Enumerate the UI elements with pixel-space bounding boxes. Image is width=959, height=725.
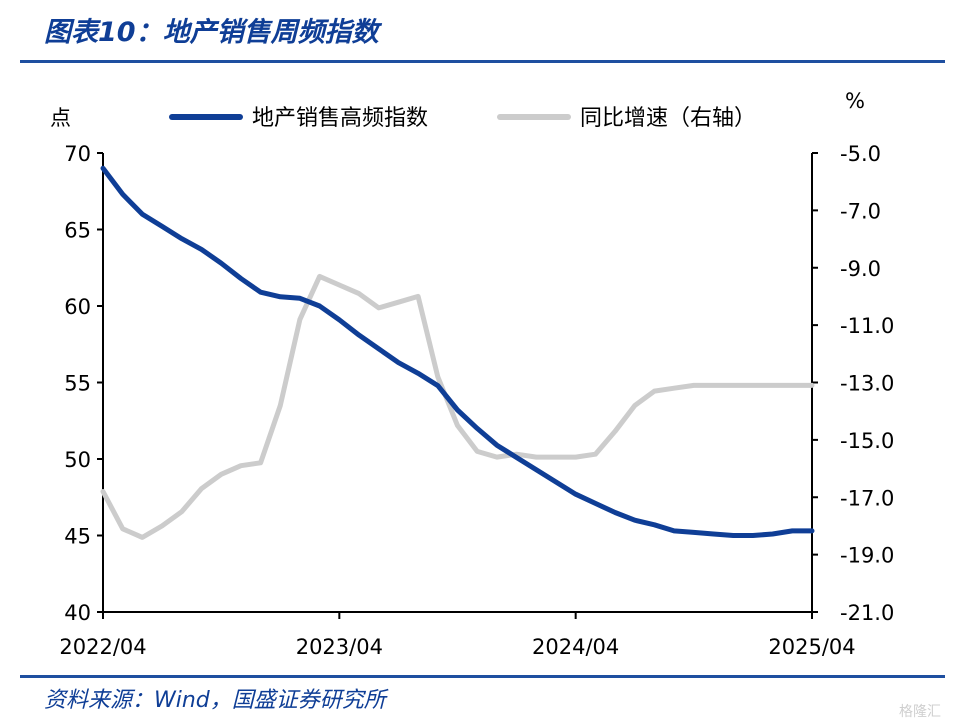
axes: 40 45 50 55 60 65 70 -5.0 -7.0 -9.0 -11.0 -13.0 -15.…: [50, 89, 894, 659]
series-line-sales-index: [100, 165, 815, 538]
y-left-tick-label: 50: [64, 448, 91, 472]
y-right-tick-label: -21.0: [840, 601, 894, 625]
x-tick-label: 2024/04: [532, 635, 619, 659]
source-note: 资料来源：Wind，国盛证券研究所: [44, 688, 386, 713]
y-left-tick-label: 45: [64, 525, 91, 549]
legend: 地产销售高频指数 同比增速（右轴）: [169, 106, 756, 131]
watermark: 格隆汇: [899, 704, 941, 720]
y-right-tick-label: -7.0: [840, 199, 881, 223]
y-right-tick-label: -11.0: [840, 314, 894, 338]
y-right-tick-label: -13.0: [840, 372, 894, 396]
y-right-tick-label: -5.0: [840, 142, 881, 166]
series-line-yoy-growth: [100, 273, 815, 540]
x-tick-label: 2022/04: [59, 635, 146, 659]
bottom-divider: [20, 675, 945, 678]
y-right-unit: %: [845, 89, 865, 113]
chart-title: 图表10：地产销售周频指数: [44, 17, 379, 48]
y-left-tick-label: 55: [64, 372, 91, 396]
y-left-unit: 点: [50, 106, 71, 130]
y-left-tick-label: 65: [64, 219, 91, 243]
y-right-tick-label: -17.0: [840, 486, 894, 510]
y-right-tick-label: -15.0: [840, 429, 894, 453]
y-left-tick-label: 70: [64, 142, 91, 166]
y-left-tick-label: 40: [64, 601, 91, 625]
legend-label-0: 地产销售高频指数: [252, 106, 428, 131]
x-tick-label: 2025/04: [768, 635, 855, 659]
top-divider: [20, 60, 945, 63]
legend-label-1: 同比增速（右轴）: [580, 106, 756, 131]
y-left-tick-label: 60: [64, 295, 91, 319]
x-tick-label: 2023/04: [296, 635, 383, 659]
series-lines: [100, 165, 815, 540]
y-right-tick-label: -19.0: [840, 544, 894, 568]
y-right-tick-label: -9.0: [840, 257, 881, 281]
